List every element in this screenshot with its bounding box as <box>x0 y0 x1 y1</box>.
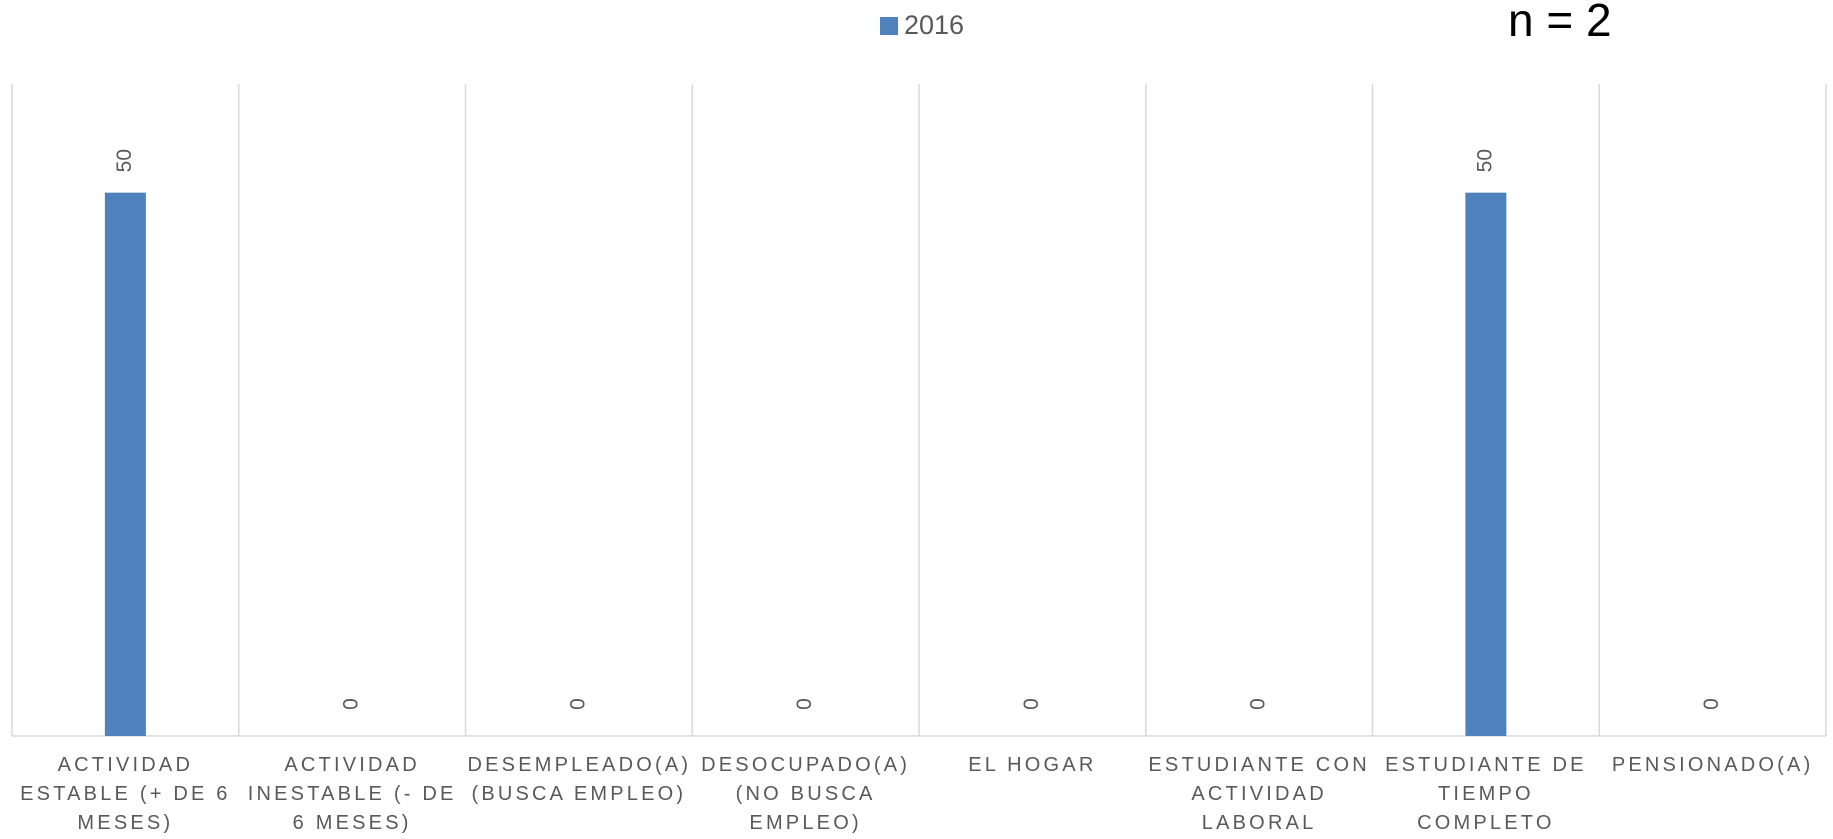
bar <box>104 192 146 736</box>
bar <box>1465 192 1507 736</box>
legend-label: 2016 <box>904 10 964 40</box>
data-label: 0 <box>1020 698 1043 710</box>
data-label: 50 <box>1473 149 1496 172</box>
data-label: 0 <box>340 698 363 710</box>
x-tick-label: PENSIONADO(A) <box>1611 754 1814 776</box>
x-tick-label: DESOCUPADO(A) (NO BUSCA EMPLEO) <box>701 754 911 834</box>
annotation: n = 2 <box>1508 0 1612 46</box>
x-tick-label: EL HOGAR <box>968 754 1097 776</box>
data-label: 0 <box>1247 698 1270 710</box>
x-tick-label: ESTUDIANTE DE TIEMPO COMPLETO <box>1385 754 1587 834</box>
data-label: 0 <box>1700 698 1723 710</box>
x-tick-label: ACTIVIDAD ESTABLE (+ DE 6 MESES) <box>20 754 231 834</box>
x-tick-label: DESEMPLEADO(A) (BUSCA EMPLEO) <box>467 754 692 805</box>
x-tick-label: ACTIVIDAD INESTABLE (- DE 6 MESES) <box>247 754 457 834</box>
legend-swatch <box>880 17 898 35</box>
data-label: 0 <box>566 698 589 710</box>
x-tick-label: ESTUDIANTE CON ACTIVIDAD LABORAL <box>1148 754 1370 834</box>
data-label: 0 <box>793 698 816 710</box>
data-label: 50 <box>113 149 136 172</box>
